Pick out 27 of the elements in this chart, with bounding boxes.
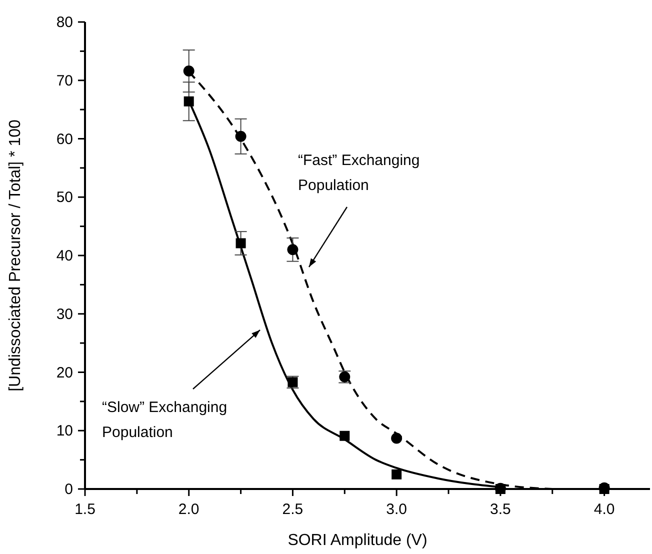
point xyxy=(235,130,246,142)
y-tick-label: 30 xyxy=(56,306,73,323)
y-tick-label: 50 xyxy=(56,189,73,206)
y-axis-title: [Undissociated Precursor / Total] * 100 xyxy=(7,119,24,392)
annotation: “Slow” Exchanging Population xyxy=(102,399,228,441)
point xyxy=(340,430,350,441)
x-tick-label: 1.5 xyxy=(74,501,96,518)
point xyxy=(392,469,402,480)
point xyxy=(183,66,194,77)
y-tick-label: 80 xyxy=(56,14,73,31)
x-tick-label: 2.0 xyxy=(178,501,200,518)
x-tick-label: 4.0 xyxy=(594,501,615,518)
y-tick-label: 20 xyxy=(56,364,73,382)
y-tick-label: 60 xyxy=(56,130,73,148)
annotation: “Fast” Exchanging Population xyxy=(298,152,420,194)
y-tick-label: 70 xyxy=(56,72,73,90)
x-axis-title: SORI Amplitude (V) xyxy=(288,532,428,549)
y-tick-label: 40 xyxy=(56,248,73,264)
y-tick-label: 10 xyxy=(56,422,73,440)
point xyxy=(236,238,246,248)
x-tick-label: 3.0 xyxy=(386,501,408,518)
x-tick-label: 3.5 xyxy=(490,501,511,518)
x-tick-label: 2.5 xyxy=(282,501,304,518)
point xyxy=(287,244,298,256)
y-tick-label: 0 xyxy=(64,481,73,498)
point xyxy=(391,432,402,444)
point xyxy=(184,96,194,106)
